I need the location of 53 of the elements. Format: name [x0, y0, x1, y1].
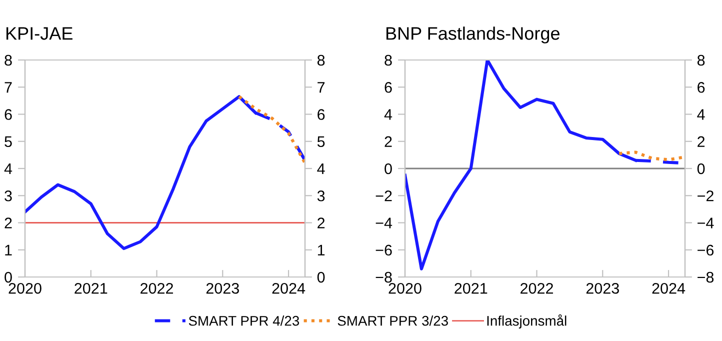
y-tick-label: 2 — [384, 136, 392, 147]
x-tick-label: 2023 — [586, 282, 619, 294]
y-tick-label: 6 — [384, 82, 392, 93]
y-tick-label: 2 — [4, 218, 12, 228]
y-tick-label: 0 — [4, 272, 12, 283]
chart-title: BNP Fastlands-Norge — [386, 26, 560, 44]
y2-tick-label: 4 — [697, 109, 705, 120]
y-tick-label: 8 — [384, 54, 392, 66]
x-tick-label: 2023 — [206, 282, 239, 294]
y2-tick-label: 4 — [317, 164, 325, 174]
y2-tick-label: 6 — [698, 82, 705, 93]
y2-tick-label: 0 — [317, 272, 325, 283]
y2-tick-label: 2 — [318, 218, 325, 228]
y2-tick-label: 8 — [697, 54, 705, 66]
y2-tick-label: −4 — [698, 218, 714, 228]
y-tick-label: 6 — [4, 109, 12, 120]
y2-tick-label: 2 — [698, 136, 705, 147]
legend-label: Inflasjonsmål — [487, 314, 566, 328]
y2-tick-label: 5 — [317, 136, 325, 148]
legend-label: SMART PPR 3/23 — [338, 316, 448, 326]
y2-tick-label: 6 — [318, 109, 325, 120]
y2-tick-label: 7 — [318, 82, 325, 93]
y-tick-label: 0 — [384, 163, 392, 174]
x-tick-label: 2022 — [140, 282, 173, 294]
chart-title: KPI-JAE — [6, 27, 72, 40]
y-tick-label: 3 — [4, 190, 12, 202]
x-tick-label: 2024 — [272, 282, 306, 294]
x-tick-label: 2022 — [520, 282, 553, 294]
line-series — [238, 95, 305, 165]
y2-tick-label: −2 — [698, 190, 714, 202]
y-tick-label: −4 — [376, 218, 392, 228]
x-tick-label: 2021 — [454, 282, 488, 294]
y-tick-label: 4 — [384, 109, 392, 120]
y2-tick-label: 1 — [318, 244, 325, 256]
y-tick-label: 7 — [4, 82, 12, 93]
y-tick-label: 5 — [4, 136, 12, 148]
x-tick-label: 2021 — [74, 282, 108, 294]
y2-tick-label: 0 — [697, 163, 705, 174]
y-tick-label: 4 — [4, 164, 12, 174]
y2-tick-label: −8 — [698, 272, 714, 283]
y2-tick-label: 8 — [317, 54, 325, 66]
legend-label: SMART PPR 4/23 — [188, 316, 300, 326]
y2-tick-label: −6 — [698, 244, 714, 256]
y-tick-label: −2 — [376, 190, 392, 202]
y-tick-label: 8 — [4, 54, 12, 66]
y-tick-label: −8 — [376, 272, 392, 283]
y-tick-label: 1 — [5, 244, 12, 256]
y2-tick-label: 3 — [317, 190, 325, 202]
x-tick-label: 2020 — [8, 282, 42, 294]
x-tick-label: 2020 — [388, 282, 422, 294]
y-tick-label: −6 — [376, 244, 392, 256]
line-series — [618, 150, 685, 162]
x-tick-label: 2024 — [652, 282, 686, 294]
